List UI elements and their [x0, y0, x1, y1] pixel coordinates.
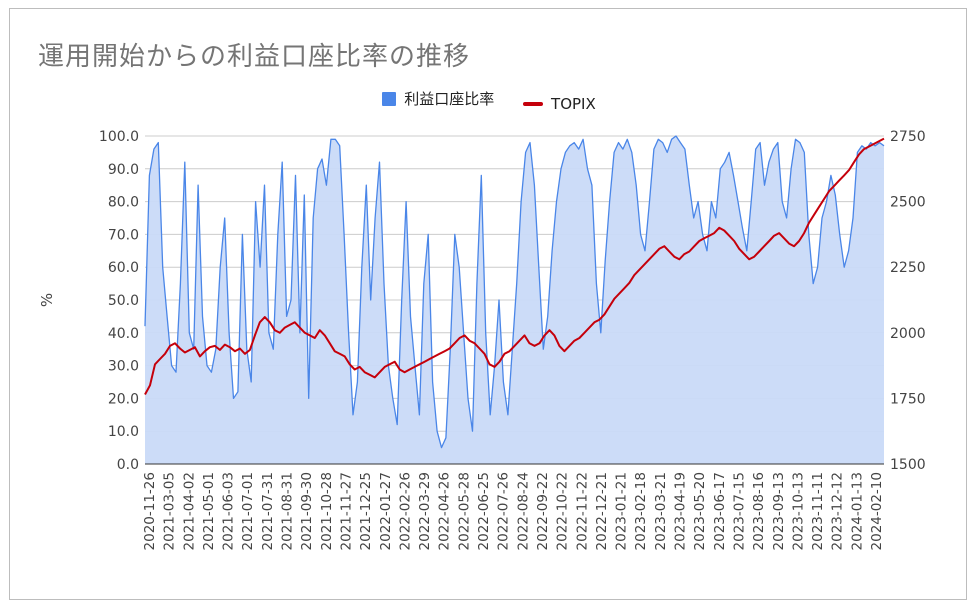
y-left-tick-label: 50.0 [108, 293, 139, 309]
chart-plot-area: 0.0 10.0 20.0 30.0 40.0 50.0 60.0 70.0 80.0 90.0 1… [0, 0, 978, 612]
x-tick-label: 2022-06-25 [476, 472, 492, 550]
y-left-tick-label: 100.0 [99, 129, 139, 145]
x-tick-label: 2023-09-13 [771, 472, 787, 550]
x-tick-label: 2023-05-20 [692, 472, 708, 550]
x-tick-label: 2024-01-13 [849, 472, 865, 550]
y-left-tick-label: 70.0 [108, 227, 139, 243]
x-tick-label: 2021-05-01 [201, 472, 217, 550]
x-tick-label: 2023-10-13 [790, 472, 806, 550]
x-tick-label: 2023-01-21 [614, 472, 630, 550]
x-tick-label: 2023-06-17 [712, 472, 728, 550]
x-tick-label: 2023-04-19 [673, 472, 689, 550]
y-left-tick-label: 90.0 [108, 162, 139, 178]
x-tick-label: 2021-08-31 [280, 472, 296, 550]
x-tick-label: 2021-03-05 [162, 472, 178, 550]
y-right-tick-label: 2250 [890, 260, 926, 276]
x-tick-label: 2021-09-30 [299, 472, 315, 550]
x-tick-label: 2021-11-27 [339, 472, 355, 550]
x-tick-label: 2022-01-27 [378, 472, 394, 550]
y-right-tick-label: 2750 [890, 129, 926, 145]
x-tick-label: 2023-03-21 [653, 472, 669, 550]
x-tick-label: 2023-02-18 [633, 472, 649, 550]
x-tick-label: 2021-12-25 [358, 472, 374, 550]
x-tick-label: 2021-06-03 [221, 472, 237, 550]
x-tick-label: 2022-09-22 [535, 472, 551, 550]
y-left-tick-label: 60.0 [108, 260, 139, 276]
x-tick-label: 2024-02-10 [869, 472, 885, 550]
x-tick-label: 2023-11-11 [810, 472, 826, 550]
x-tick-label: 2022-11-22 [574, 472, 590, 550]
x-tick-label: 2022-03-29 [417, 472, 433, 550]
y-right-tick-label: 2000 [890, 326, 926, 342]
x-tick-label: 2022-02-26 [397, 472, 413, 550]
x-tick-label: 2021-07-31 [260, 472, 276, 550]
y-left-tick-label: 10.0 [108, 424, 139, 440]
x-tick-label: 2022-04-26 [437, 472, 453, 550]
y-right-tick-label: 1750 [890, 391, 926, 407]
x-tick-label: 2022-08-24 [515, 472, 531, 550]
x-tick-label: 2022-07-26 [496, 472, 512, 550]
y-left-axis-title: % [38, 293, 56, 307]
y-left-tick-label: 20.0 [108, 391, 139, 407]
x-tick-label: 2021-07-01 [240, 472, 256, 550]
x-tick-label: 2022-05-28 [456, 472, 472, 550]
x-tick-label: 2022-10-22 [555, 472, 571, 550]
y-left-tick-label: 0.0 [117, 457, 139, 473]
y-left-tick-label: 30.0 [108, 359, 139, 375]
y-right-tick-label: 2500 [890, 195, 926, 211]
x-tick-label: 2020-11-26 [142, 472, 158, 550]
x-tick-label: 2023-08-16 [751, 472, 767, 550]
x-tick-label: 2021-04-02 [181, 472, 197, 550]
y-left-tick-label: 80.0 [108, 195, 139, 211]
y-left-tick-label: 40.0 [108, 326, 139, 342]
x-tick-label: 2023-12-12 [830, 472, 846, 550]
x-tick-label: 2023-07-15 [732, 472, 748, 550]
y-right-tick-label: 1500 [890, 457, 926, 473]
x-tick-label: 2021-10-28 [319, 472, 335, 550]
x-tick-label: 2022-12-21 [594, 472, 610, 550]
